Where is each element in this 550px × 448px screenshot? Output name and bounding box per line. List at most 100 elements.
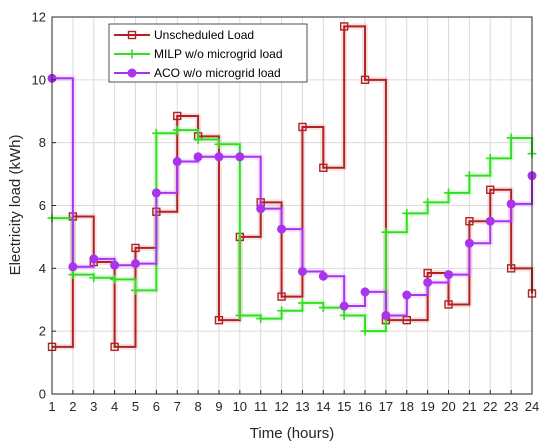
data-point xyxy=(444,300,453,309)
data-point xyxy=(214,315,224,325)
x-tick-label: 18 xyxy=(400,399,414,414)
y-axis-label: Electricity load (kWh) xyxy=(7,135,24,276)
x-tick-label: 21 xyxy=(462,399,476,414)
data-point xyxy=(277,224,287,234)
data-point xyxy=(381,227,391,237)
y-tick-label: 2 xyxy=(39,324,46,339)
data-point xyxy=(110,274,120,284)
data-point xyxy=(110,260,120,270)
x-tick-label: 5 xyxy=(132,399,139,414)
x-tick-label: 12 xyxy=(274,399,288,414)
data-point xyxy=(506,199,516,209)
data-point xyxy=(298,122,307,132)
x-tick-label: 23 xyxy=(504,399,518,414)
x-tick-label: 2 xyxy=(69,399,76,414)
x-tick-label: 16 xyxy=(358,399,372,414)
data-point xyxy=(339,310,349,320)
x-tick-label: 13 xyxy=(295,399,309,414)
data-point xyxy=(172,125,182,135)
data-point xyxy=(256,204,266,214)
x-tick-label: 24 xyxy=(525,399,539,414)
x-tick-label: 9 xyxy=(215,399,222,414)
data-point xyxy=(506,133,516,143)
data-point xyxy=(506,264,516,273)
legend-label: Unscheduled Load xyxy=(154,28,254,42)
y-ticks: 0 2 4 6 8 10 12 xyxy=(32,10,56,402)
data-point xyxy=(172,157,182,167)
data-point xyxy=(235,310,245,320)
x-axis-label: Time (hours) xyxy=(250,425,334,442)
x-tick-label: 15 xyxy=(337,399,351,414)
y-tick-label: 0 xyxy=(39,387,46,402)
data-point xyxy=(485,216,495,226)
legend-marker xyxy=(127,68,137,78)
data-point xyxy=(89,254,99,264)
data-point xyxy=(68,270,78,280)
data-point xyxy=(277,292,286,301)
y-tick-label: 12 xyxy=(32,10,46,25)
x-tick-label: 17 xyxy=(379,399,393,414)
data-point xyxy=(423,277,433,287)
series-layer xyxy=(47,22,537,352)
x-tick-label: 19 xyxy=(420,399,434,414)
x-tick-label: 8 xyxy=(194,399,201,414)
data-point xyxy=(131,243,140,253)
data-point xyxy=(423,197,433,207)
data-point xyxy=(214,139,224,149)
y-tick-label: 8 xyxy=(39,135,46,150)
data-point xyxy=(130,285,140,295)
data-point xyxy=(173,111,182,121)
x-tick-label: 20 xyxy=(441,399,455,414)
data-point xyxy=(402,315,411,325)
x-tick-label: 22 xyxy=(483,399,497,414)
x-tick-label: 3 xyxy=(90,399,97,414)
data-point xyxy=(256,314,266,324)
series-1 xyxy=(47,22,537,352)
data-point xyxy=(319,163,328,173)
data-point xyxy=(485,153,495,163)
legend-marker xyxy=(127,49,137,59)
data-point xyxy=(402,208,412,218)
legend: Unscheduled Load MILP w/o microgrid load A… xyxy=(108,23,308,83)
data-point xyxy=(193,152,203,162)
data-point xyxy=(465,217,474,226)
data-point xyxy=(423,268,432,278)
x-tick-label: 4 xyxy=(111,399,118,414)
data-point xyxy=(486,185,495,194)
data-point xyxy=(297,298,307,308)
legend-label: ACO w/o microgrid load xyxy=(154,66,281,80)
x-ticks: 1 2 3 4 5 6 7 8 9 10 11 12 13 14 15 16 17 18 19 20 21 22 23 24 xyxy=(48,390,539,414)
legend-marker xyxy=(127,30,137,40)
x-tick-label: 1 xyxy=(48,399,55,414)
data-point xyxy=(360,75,370,85)
y-tick-label: 10 xyxy=(32,72,46,87)
legend-label: MILP w/o microgrid load xyxy=(154,47,283,61)
data-point xyxy=(339,301,349,311)
data-point xyxy=(151,128,161,138)
y-tick-label: 6 xyxy=(39,198,46,213)
data-point xyxy=(381,310,391,320)
data-point xyxy=(193,135,203,145)
data-point xyxy=(360,326,370,336)
data-point xyxy=(235,152,245,162)
data-point xyxy=(360,287,370,297)
data-point xyxy=(214,152,224,162)
data-point xyxy=(444,188,454,198)
data-point xyxy=(464,238,474,248)
x-tick-label: 14 xyxy=(316,399,330,414)
data-point xyxy=(130,259,140,269)
data-point xyxy=(339,22,349,31)
x-tick-label: 6 xyxy=(153,399,160,414)
data-point xyxy=(318,303,328,313)
x-tick-label: 10 xyxy=(233,399,247,414)
x-tick-label: 11 xyxy=(254,399,268,414)
series-line xyxy=(52,25,533,348)
data-point xyxy=(444,270,454,280)
data-point xyxy=(402,290,412,300)
data-point xyxy=(297,266,307,276)
data-point xyxy=(110,342,119,352)
data-point xyxy=(318,271,328,281)
data-point xyxy=(464,171,474,181)
data-point xyxy=(151,188,161,198)
